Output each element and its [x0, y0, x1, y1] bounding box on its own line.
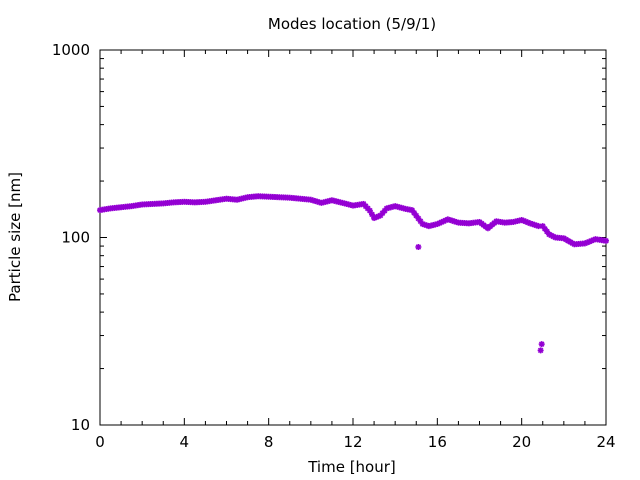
x-tick-label: 4	[180, 433, 190, 451]
y-tick-label: 100	[61, 229, 90, 247]
chart-title: Modes location (5/9/1)	[268, 15, 436, 33]
data-point	[537, 347, 544, 354]
data-point	[415, 243, 422, 250]
x-tick-label: 0	[95, 433, 105, 451]
x-tick-label: 12	[343, 433, 362, 451]
x-tick-label: 16	[428, 433, 447, 451]
plot-frame	[99, 49, 607, 426]
x-axis-label: Time [hour]	[307, 458, 396, 476]
x-tick-label: 20	[512, 433, 531, 451]
data-point	[603, 237, 609, 244]
x-tick-label: 8	[264, 433, 274, 451]
y-tick-label: 1000	[52, 41, 90, 59]
data-point	[538, 341, 545, 348]
y-axis-label: Particle size [nm]	[6, 172, 24, 302]
data-points	[97, 193, 609, 354]
y-tick-label: 10	[71, 416, 90, 434]
x-tick-label: 24	[596, 433, 615, 451]
axis-ticks: 0 4 8 12 16 20 24 10 100 1000	[52, 41, 616, 451]
